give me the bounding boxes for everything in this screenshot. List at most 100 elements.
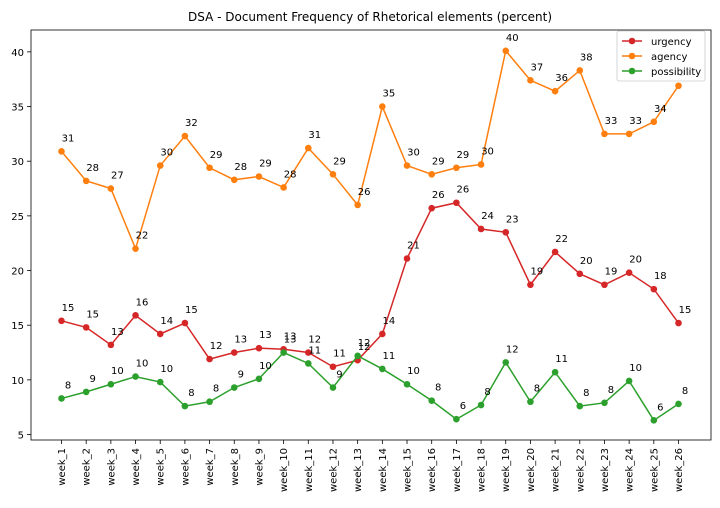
data-label-urgency: 12 [308, 335, 321, 346]
data-point-urgency [502, 228, 510, 236]
x-tick-label: week_1 [57, 448, 68, 486]
data-point-agency [132, 245, 139, 252]
x-tick-label: week_8 [230, 448, 241, 486]
data-label-agency: 31 [308, 130, 321, 141]
x-tick-label: week_11 [304, 448, 315, 492]
data-label-agency: 29 [333, 156, 346, 167]
data-label-agency: 35 [382, 89, 395, 100]
data-label-possibility: 6 [460, 401, 466, 412]
data-point-agency [82, 177, 90, 185]
x-tick-label: week_16 [427, 448, 438, 492]
data-label-possibility: 11 [308, 345, 321, 356]
data-point-urgency [206, 355, 213, 363]
data-point-possibility [181, 402, 189, 410]
data-label-urgency: 13 [234, 335, 247, 346]
data-label-urgency: 11 [333, 349, 346, 360]
data-point-agency [255, 173, 263, 180]
data-point-agency [527, 76, 534, 84]
x-tick-label: week_21 [551, 448, 562, 492]
x-tick-label: week_2 [82, 448, 93, 486]
data-label-urgency: 15 [62, 303, 75, 314]
data-point-urgency [675, 319, 682, 327]
data-point-possibility [675, 400, 682, 408]
data-label-agency: 27 [111, 171, 124, 182]
data-point-possibility [502, 359, 510, 366]
data-label-urgency: 14 [160, 316, 173, 327]
data-point-agency [625, 130, 633, 138]
data-label-agency: 32 [185, 118, 198, 129]
y-tick-label: 40 [11, 48, 24, 59]
data-point-agency [502, 47, 510, 55]
data-label-urgency: 18 [654, 271, 667, 282]
data-label-urgency: 26 [457, 185, 470, 196]
data-label-possibility: 8 [608, 385, 614, 396]
data-point-possibility [601, 399, 608, 407]
data-point-possibility [551, 368, 559, 376]
data-point-possibility [403, 380, 411, 388]
data-point-urgency [156, 330, 164, 338]
data-point-urgency [255, 344, 263, 352]
data-label-possibility: 8 [213, 384, 219, 395]
data-label-agency: 33 [605, 116, 618, 127]
data-label-agency: 30 [481, 146, 494, 157]
data-label-agency: 31 [62, 133, 75, 144]
data-label-possibility: 8 [65, 380, 71, 391]
data-label-possibility: 6 [657, 402, 663, 413]
data-point-possibility [527, 398, 534, 406]
data-label-possibility: 10 [160, 364, 173, 375]
data-point-agency [576, 67, 584, 74]
data-point-urgency [477, 225, 485, 233]
data-label-possibility: 8 [682, 386, 688, 397]
data-point-urgency [107, 341, 115, 349]
data-point-possibility [428, 397, 436, 404]
x-tick-label: week_15 [403, 448, 414, 492]
data-label-possibility: 10 [259, 361, 272, 372]
data-point-urgency [650, 285, 658, 293]
data-point-possibility [329, 384, 337, 391]
data-label-agency: 34 [654, 104, 667, 115]
legend-marker-urgency [628, 37, 636, 45]
data-point-urgency [428, 204, 436, 212]
data-point-possibility [82, 388, 90, 396]
legend-marker-agency [628, 52, 636, 60]
data-point-urgency [58, 317, 65, 325]
y-tick-label: 20 [11, 267, 24, 278]
data-label-urgency: 19 [531, 267, 544, 278]
data-label-possibility: 9 [89, 374, 95, 385]
x-tick-label: week_7 [205, 448, 216, 486]
data-label-agency: 29 [457, 150, 470, 161]
data-label-possibility: 8 [583, 388, 589, 399]
data-point-urgency [403, 255, 411, 262]
legend: urgency agency possibility [616, 30, 706, 82]
data-label-possibility: 12 [358, 338, 371, 349]
series-line-possibility [61, 351, 679, 422]
data-label-possibility: 12 [506, 344, 519, 355]
data-label-possibility: 9 [238, 370, 244, 381]
data-label-agency: 28 [86, 163, 99, 174]
data-point-urgency [625, 269, 633, 277]
data-point-urgency [527, 281, 534, 289]
data-point-possibility [255, 375, 263, 383]
data-point-agency [379, 103, 386, 110]
data-label-urgency: 20 [629, 255, 642, 266]
x-tick-label: week_14 [378, 448, 389, 492]
data-label-agency: 30 [407, 148, 420, 159]
data-point-urgency [230, 349, 238, 356]
y-tick-label: 5 [18, 431, 24, 442]
data-point-urgency [576, 270, 584, 278]
data-label-possibility: 10 [136, 359, 149, 370]
data-label-possibility: 8 [484, 387, 490, 398]
data-label-possibility: 13 [284, 335, 297, 346]
data-point-agency [206, 164, 213, 172]
data-label-urgency: 12 [210, 341, 223, 352]
x-tick-label: week_22 [575, 448, 586, 492]
y-tick-label: 15 [11, 321, 24, 332]
data-point-agency [601, 130, 608, 138]
data-label-possibility: 9 [336, 370, 342, 381]
data-point-possibility [58, 395, 65, 402]
data-point-agency [181, 132, 189, 140]
data-point-agency [675, 82, 682, 90]
